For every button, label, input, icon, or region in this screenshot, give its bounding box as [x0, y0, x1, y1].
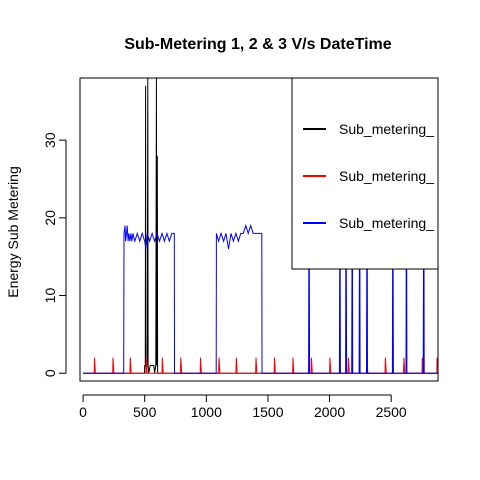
y-tick-label: 20 [42, 210, 58, 226]
x-tick-label: 500 [133, 404, 157, 420]
series-line-2 [83, 357, 439, 374]
legend-label-1: Sub_metering_ [339, 121, 434, 137]
y-tick-label: 30 [42, 132, 58, 148]
legend-label-3: Sub_metering_ [339, 215, 434, 231]
x-tick-label: 0 [79, 404, 87, 420]
legend: Sub_metering_ Sub_metering_ Sub_metering_ [291, 77, 439, 270]
y-tick-label: 10 [42, 288, 58, 304]
y-tick-label: 0 [42, 369, 58, 377]
legend-label-2: Sub_metering_ [339, 168, 434, 184]
series-line-1 [83, 77, 438, 374]
x-tick-label: 1500 [252, 404, 283, 420]
x-tick-label: 1000 [191, 404, 222, 420]
y-axis-label: Energy Sub Metering [5, 166, 21, 298]
axes: 0 500 1000 1500 2000 2500 0 10 20 30 [42, 132, 407, 420]
legend-box [291, 77, 439, 270]
x-tick-label: 2500 [376, 404, 407, 420]
chart-title: Sub-Metering 1, 2 & 3 V/s DateTime [124, 36, 391, 53]
x-tick-label: 2000 [314, 404, 345, 420]
